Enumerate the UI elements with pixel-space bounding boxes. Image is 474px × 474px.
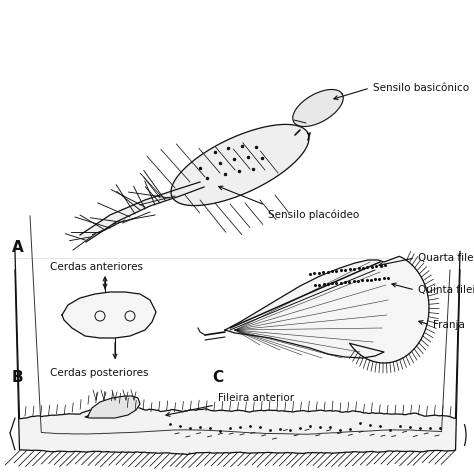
Text: Cerdas anteriores: Cerdas anteriores [50, 262, 143, 272]
Text: Sensilo basicônico: Sensilo basicônico [373, 83, 469, 93]
Polygon shape [171, 124, 309, 206]
Text: Fileira anterior: Fileira anterior [218, 393, 294, 403]
Text: Quinta fileira: Quinta fileira [418, 285, 474, 295]
Text: A: A [12, 240, 24, 255]
Text: Quarta fileira: Quarta fileira [418, 253, 474, 263]
Text: B: B [12, 370, 24, 385]
Polygon shape [15, 251, 460, 455]
Text: Cerdas posteriores: Cerdas posteriores [50, 368, 148, 378]
Text: C: C [212, 370, 223, 385]
Polygon shape [85, 396, 140, 418]
Text: Franja: Franja [433, 320, 465, 330]
Polygon shape [80, 182, 204, 242]
Text: Sensilo placóideo: Sensilo placóideo [268, 210, 359, 220]
Polygon shape [225, 256, 429, 363]
Polygon shape [293, 90, 343, 127]
Polygon shape [62, 292, 156, 338]
